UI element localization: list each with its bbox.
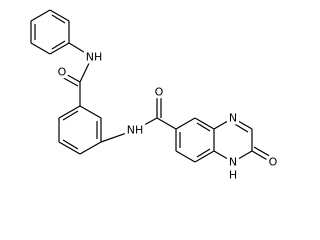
atom-label: H xyxy=(229,169,237,182)
atom-label: O xyxy=(155,86,164,99)
atom-label: NH xyxy=(86,51,103,64)
atom-labels: NH O NH O N N H O xyxy=(55,48,281,185)
bonds xyxy=(30,9,274,163)
molecule-diagram: NH O NH O N N H O xyxy=(30,9,281,185)
atom-label: NH xyxy=(127,124,144,137)
atom-label: N xyxy=(229,156,237,169)
atom-label: O xyxy=(269,156,278,169)
atom-label: N xyxy=(229,112,237,125)
atom-label: O xyxy=(58,66,67,79)
